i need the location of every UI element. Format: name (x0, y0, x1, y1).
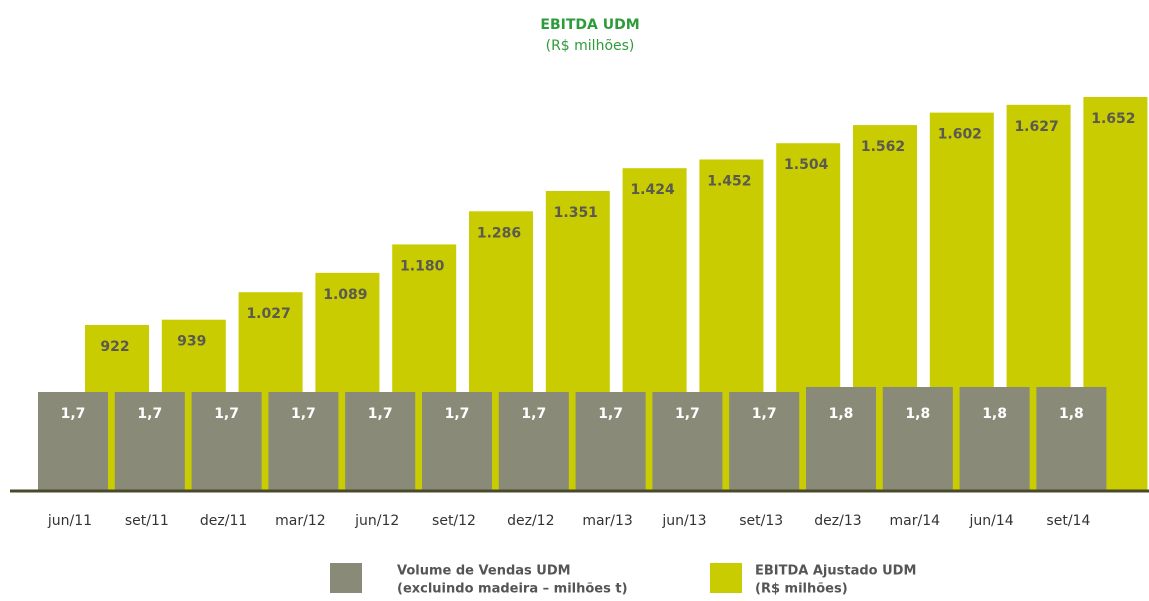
data-label: 1.027 (246, 306, 290, 322)
legend-swatch (710, 563, 742, 593)
bar (575, 392, 646, 490)
data-label: 1.424 (630, 182, 675, 198)
data-label: 1,7 (291, 406, 316, 422)
bar (345, 392, 416, 490)
data-label: 1,8 (905, 406, 930, 422)
data-label: 1.652 (1091, 111, 1135, 127)
bar (422, 392, 492, 490)
data-label: 1.351 (554, 205, 598, 221)
data-label: 1,7 (445, 406, 470, 422)
data-label: 1,7 (521, 406, 546, 422)
data-label: 1.089 (323, 287, 367, 303)
x-tick-label: set/14 (1046, 513, 1090, 529)
data-label: 1,8 (829, 406, 854, 422)
x-tick-label: mar/13 (582, 513, 633, 529)
data-label: 922 (100, 339, 129, 355)
chart-title: EBITDA UDM (540, 17, 639, 33)
data-label: 1,7 (368, 406, 393, 422)
bar (268, 392, 339, 490)
x-tick-label: jun/14 (969, 513, 1014, 529)
data-label: 1.562 (861, 139, 905, 155)
bar (498, 392, 569, 490)
data-label: 1,7 (137, 406, 162, 422)
data-label: 1,7 (598, 406, 623, 422)
x-tick-label: set/13 (739, 513, 783, 529)
x-tick-label: set/11 (125, 513, 169, 529)
data-label: 1.602 (938, 127, 982, 143)
x-tick-label: jun/13 (661, 513, 706, 529)
legend-label: Volume de Vendas UDM (397, 564, 571, 579)
bar (191, 392, 262, 490)
bar (729, 392, 800, 490)
x-tick-label: mar/14 (890, 513, 941, 529)
data-label: 1.180 (400, 258, 445, 274)
x-tick-label: dez/11 (200, 513, 247, 529)
data-label: 1.286 (477, 225, 521, 241)
bar (959, 387, 1030, 490)
x-tick-label: jun/12 (354, 513, 399, 529)
bar (652, 392, 723, 490)
data-label: 1.627 (1014, 119, 1058, 135)
legend-swatch (330, 563, 362, 593)
chart-subtitle: (R$ milhões) (546, 38, 635, 54)
data-label: 1,8 (1059, 406, 1084, 422)
legend-label: (R$ milhões) (755, 582, 848, 597)
legend-label: (excluindo madeira – milhões t) (397, 582, 628, 597)
data-label: 939 (177, 334, 206, 350)
data-label: 1,7 (675, 406, 700, 422)
data-label: 1,8 (982, 406, 1007, 422)
data-label: 1,7 (752, 406, 777, 422)
bar (806, 387, 876, 490)
x-tick-label: jun/11 (47, 513, 92, 529)
bar (114, 392, 185, 490)
data-label: 1,7 (214, 406, 239, 422)
x-tick-label: set/12 (432, 513, 476, 529)
x-tick-label: dez/12 (507, 513, 554, 529)
x-tick-label: mar/12 (275, 513, 326, 529)
legend-label: EBITDA Ajustado UDM (755, 564, 916, 579)
bar (38, 392, 108, 490)
x-tick-label: dez/13 (814, 513, 861, 529)
bar (882, 387, 953, 490)
data-label: 1,7 (61, 406, 86, 422)
data-label: 1.452 (707, 173, 751, 189)
data-label: 1.504 (784, 157, 829, 173)
bar (1036, 387, 1107, 490)
